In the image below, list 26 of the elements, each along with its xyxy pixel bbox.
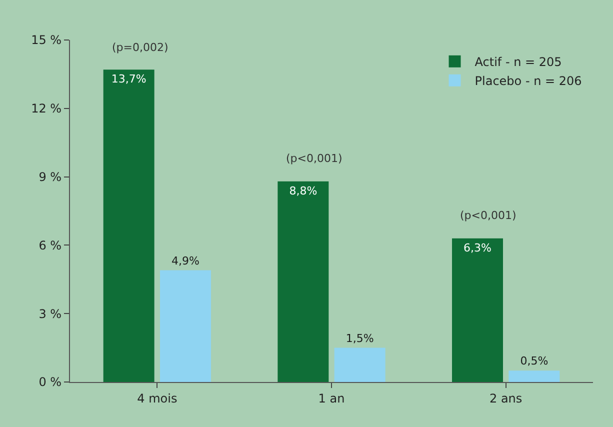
bar (508, 370, 560, 382)
data-label: 13,7% (111, 72, 146, 86)
y-tick-label: 15 % (31, 33, 62, 48)
data-label: 8,8% (289, 184, 318, 198)
bar (103, 70, 154, 382)
y-tick-label: 3 % (38, 306, 62, 321)
y-tick-label: 0 % (38, 375, 62, 390)
bar (160, 270, 211, 382)
bar (452, 238, 503, 382)
data-label: 4,9% (172, 254, 200, 268)
data-label: 1,5% (346, 332, 374, 345)
data-label: 6,3% (464, 241, 492, 254)
y-tick-label: 12 % (31, 102, 62, 116)
x-tick-label: 4 mois (137, 391, 178, 406)
y-tick-label: 6 % (38, 238, 62, 252)
annotation: (p<0,001) (460, 209, 516, 222)
y-tick-label: 9 % (38, 170, 62, 184)
legend-label: Placebo - n = 206 (474, 74, 582, 88)
bar (334, 348, 386, 382)
x-tick-label: 2 ans (489, 391, 522, 406)
x-tick-label: 1 an (318, 391, 345, 406)
bar (278, 181, 329, 382)
annotation: (p=0,002) (112, 41, 168, 54)
annotation: (p<0,001) (286, 152, 342, 165)
data-label: 0,5% (520, 354, 548, 368)
legend-label: Actif - n = 205 (474, 55, 562, 70)
